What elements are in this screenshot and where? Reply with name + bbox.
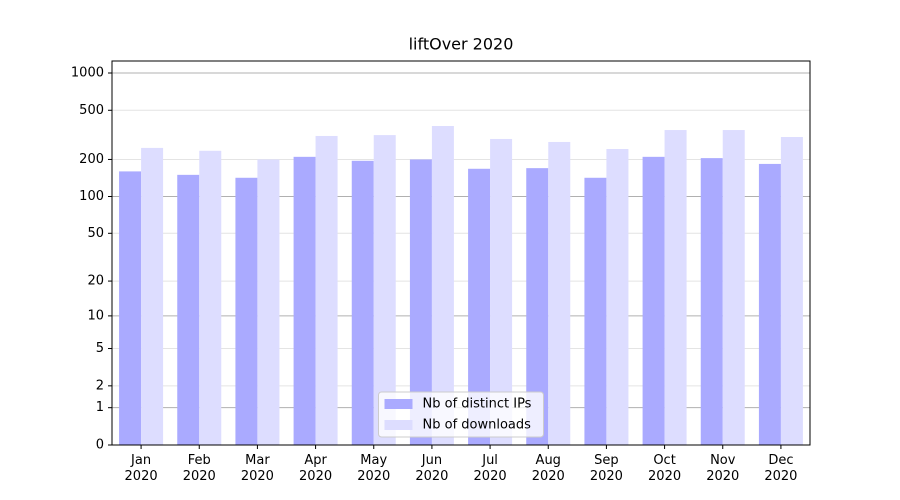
y-tick-label: 1 xyxy=(96,400,104,415)
y-tick-label: 20 xyxy=(87,274,104,289)
bar xyxy=(758,163,781,445)
bar xyxy=(315,135,338,445)
x-tick-label: Nov 2020 xyxy=(706,453,740,484)
y-tick-label: 1000 xyxy=(71,66,104,81)
x-tick-label: May 2020 xyxy=(357,453,391,484)
bar xyxy=(584,177,607,445)
bar xyxy=(199,150,222,445)
x-tick-label: Jul 2020 xyxy=(473,453,507,484)
x-tick-label: Oct 2020 xyxy=(648,453,682,484)
grid xyxy=(112,72,810,446)
x-tick-label: Dec 2020 xyxy=(764,453,798,484)
bar xyxy=(257,159,280,445)
x-tick-label: Jan 2020 xyxy=(124,453,158,484)
y-tick-label: 200 xyxy=(79,152,104,167)
chart-title: liftOver 2020 xyxy=(409,35,514,54)
bar xyxy=(700,158,723,445)
x-tick-label: Sep 2020 xyxy=(589,453,623,484)
bar xyxy=(235,177,258,445)
x-tick-label: Mar 2020 xyxy=(240,453,274,484)
bar xyxy=(431,126,454,446)
y-tick-label: 10 xyxy=(87,308,104,323)
legend: Nb of distinct IPs Nb of downloads xyxy=(378,391,544,438)
y-tick-label: 0 xyxy=(96,438,104,453)
y-tick-label: 100 xyxy=(79,189,104,204)
bar xyxy=(548,141,571,445)
bar xyxy=(526,168,549,445)
bar xyxy=(141,147,164,445)
legend-label: Nb of distinct IPs xyxy=(423,397,532,412)
x-tick-label: Feb 2020 xyxy=(182,453,216,484)
x-tick-label: Aug 2020 xyxy=(531,453,565,484)
bar xyxy=(780,136,803,445)
bar xyxy=(664,130,687,445)
bar xyxy=(468,168,491,445)
y-tick-label: 2 xyxy=(96,378,104,393)
bar xyxy=(119,171,142,445)
legend-swatch xyxy=(384,420,413,430)
bar xyxy=(293,156,316,446)
plot-frame xyxy=(111,60,811,446)
x-tick-label: Jun 2020 xyxy=(415,453,449,484)
x-tick-label: Apr 2020 xyxy=(299,453,333,484)
bar xyxy=(642,156,665,446)
bar xyxy=(409,159,432,445)
y-tick-label: 50 xyxy=(87,226,104,241)
bar xyxy=(490,138,513,446)
bar xyxy=(177,174,200,445)
bar xyxy=(351,160,374,446)
legend-box xyxy=(378,391,544,438)
y-tick-label: 5 xyxy=(96,341,104,356)
bar xyxy=(722,130,745,445)
bar xyxy=(373,135,396,445)
legend-label: Nb of downloads xyxy=(423,418,532,433)
bar xyxy=(606,149,629,446)
legend-swatch xyxy=(384,399,413,409)
y-tick-label: 500 xyxy=(79,103,104,118)
